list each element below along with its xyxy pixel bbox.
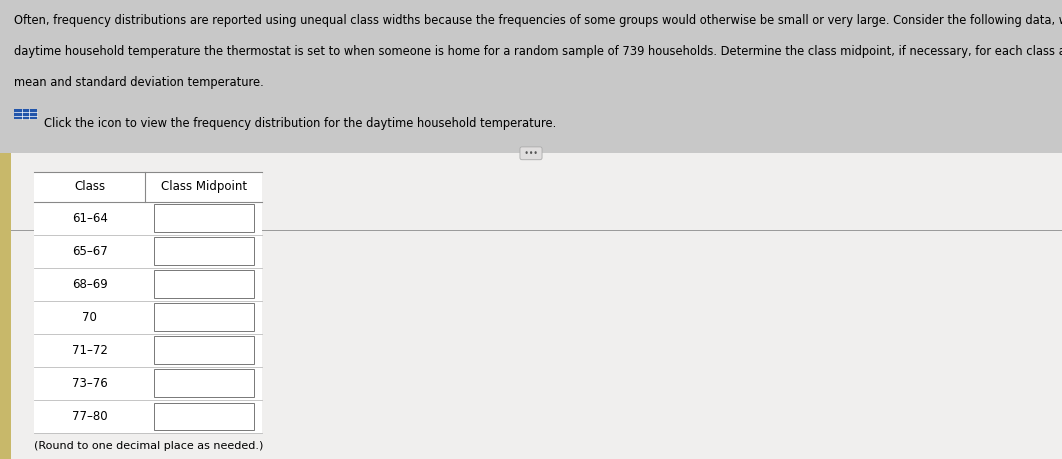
Text: mean and standard deviation temperature.: mean and standard deviation temperature.: [14, 76, 263, 89]
Text: •••: •••: [521, 149, 541, 158]
Bar: [154, 336, 254, 364]
Text: 77–80: 77–80: [72, 410, 107, 423]
Text: 70: 70: [82, 311, 98, 324]
Bar: [154, 204, 254, 232]
Text: (Round to one decimal place as needed.): (Round to one decimal place as needed.): [34, 441, 263, 451]
Text: Click the icon to view the frequency distribution for the daytime household temp: Click the icon to view the frequency dis…: [44, 117, 555, 129]
Text: Class: Class: [74, 180, 105, 193]
Bar: [154, 403, 254, 430]
Bar: [154, 369, 254, 397]
Text: 71–72: 71–72: [72, 344, 107, 357]
Bar: [14, 109, 37, 119]
Text: daytime household temperature the thermostat is set to when someone is home for : daytime household temperature the thermo…: [14, 45, 1062, 58]
Bar: [154, 237, 254, 265]
Text: 73–76: 73–76: [72, 377, 107, 390]
Text: Class Midpoint: Class Midpoint: [160, 180, 247, 193]
Text: 65–67: 65–67: [72, 245, 107, 257]
Bar: [0, 153, 11, 459]
Bar: [154, 270, 254, 298]
Text: 68–69: 68–69: [72, 278, 107, 291]
Text: Often, frequency distributions are reported using unequal class widths because t: Often, frequency distributions are repor…: [14, 14, 1062, 27]
Text: 61–64: 61–64: [72, 212, 107, 224]
Bar: [154, 303, 254, 331]
